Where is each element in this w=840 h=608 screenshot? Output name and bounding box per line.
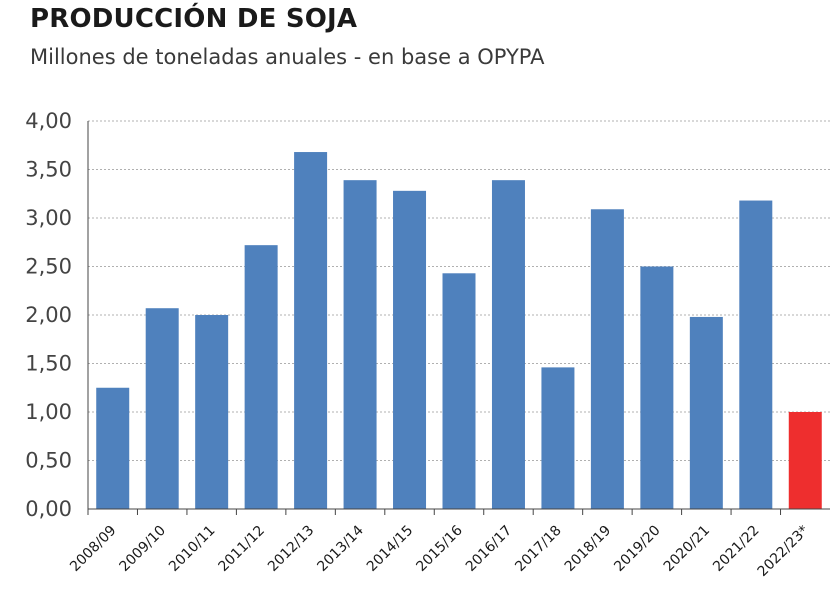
x-tick-label: 2014/15 bbox=[364, 523, 416, 575]
y-tick-label: 0,50 bbox=[25, 449, 72, 473]
x-tick-label: 2016/17 bbox=[463, 523, 515, 575]
x-tick-label: 2022/23* bbox=[755, 523, 812, 580]
chart-title: PRODUCCIÓN DE SOJA bbox=[30, 4, 358, 34]
x-tick-label: 2013/14 bbox=[314, 522, 367, 575]
bar bbox=[541, 367, 575, 509]
x-tick-label: 2017/18 bbox=[512, 523, 564, 575]
bar bbox=[343, 180, 377, 510]
y-tick-label: 2,50 bbox=[25, 255, 72, 279]
bar bbox=[393, 190, 427, 509]
bar bbox=[491, 180, 525, 510]
y-axis-ticks: 0,00 0,50 1,00 1,50 2,00 2,50 3,00 3,50 4,00 bbox=[25, 109, 72, 521]
bar bbox=[195, 315, 229, 509]
bar bbox=[294, 152, 328, 510]
x-tick-label: 2021/22 bbox=[710, 523, 762, 575]
x-tick-label: 2015/16 bbox=[413, 522, 466, 575]
bar bbox=[739, 200, 773, 510]
x-tick-label: 2012/13 bbox=[265, 523, 317, 575]
y-tick-label: 1,00 bbox=[25, 400, 72, 424]
bar bbox=[788, 412, 822, 509]
bar bbox=[590, 209, 624, 509]
x-axis-ticks: 2008/092009/102010/112011/122012/132013/… bbox=[67, 522, 812, 579]
bar bbox=[640, 266, 674, 509]
bars bbox=[96, 152, 822, 510]
bar bbox=[244, 245, 278, 509]
bar bbox=[689, 316, 723, 509]
y-tick-label: 0,00 bbox=[25, 497, 72, 521]
chart-subtitle: Millones de toneladas anuales - en base … bbox=[30, 45, 545, 69]
y-tick-label: 1,50 bbox=[25, 352, 72, 376]
bar bbox=[442, 273, 476, 509]
x-tick-label: 2020/21 bbox=[661, 523, 713, 575]
bar bbox=[96, 387, 130, 509]
y-tick-label: 4,00 bbox=[25, 109, 72, 133]
x-tick-label: 2010/11 bbox=[166, 523, 218, 575]
x-tick-label: 2011/12 bbox=[216, 523, 268, 575]
axes bbox=[87, 121, 830, 515]
y-tick-label: 3,50 bbox=[25, 158, 72, 182]
y-tick-label: 3,00 bbox=[25, 206, 72, 230]
x-tick-label: 2009/10 bbox=[117, 523, 169, 575]
x-tick-label: 2018/19 bbox=[562, 523, 614, 575]
x-tick-label: 2019/20 bbox=[611, 523, 663, 575]
y-tick-label: 2,00 bbox=[25, 303, 72, 327]
bar bbox=[145, 308, 179, 509]
x-tick-label: 2008/09 bbox=[67, 523, 119, 575]
